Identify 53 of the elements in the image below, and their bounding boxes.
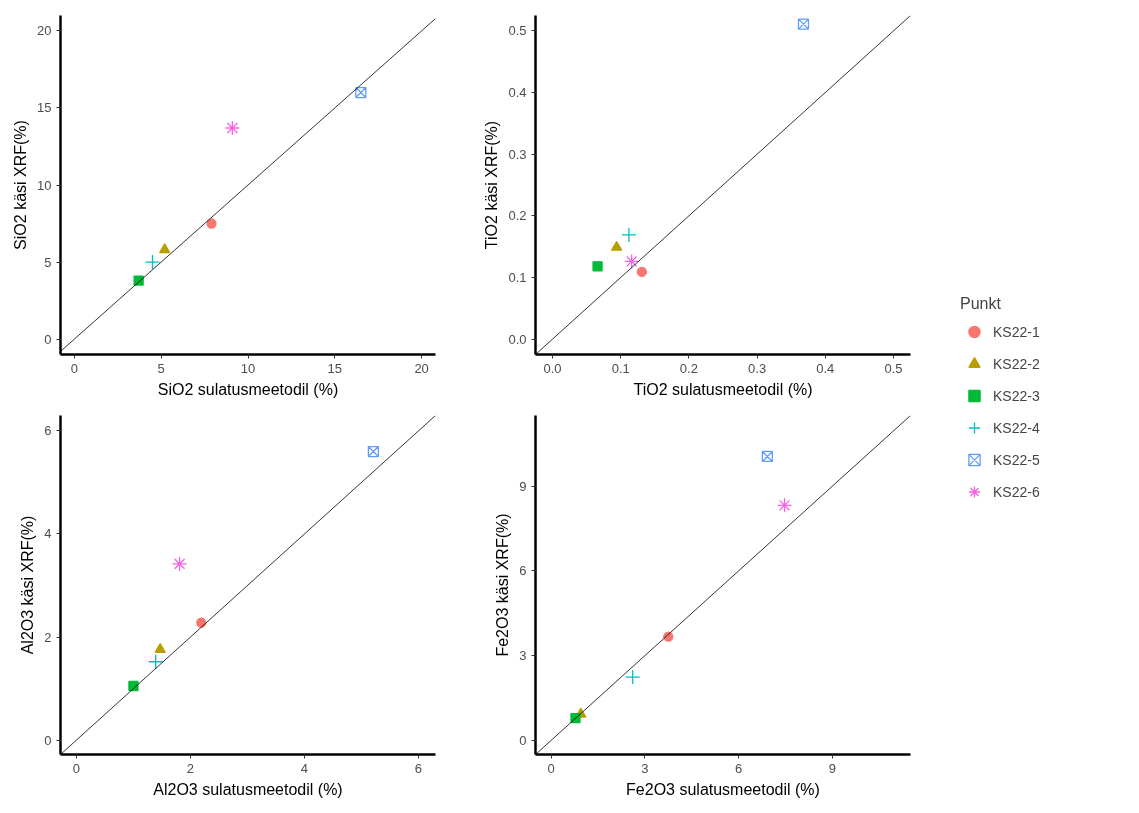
y-tick-label: 15 — [37, 100, 52, 116]
y-tick-label: 5 — [44, 254, 52, 270]
x-axis-title: Fe2O3 sulatusmeetodil (%) — [626, 780, 820, 798]
x-tick-label: 0 — [547, 760, 555, 776]
legend-label: KS22-1 — [993, 322, 1040, 342]
x-tick-label: 0.4 — [816, 360, 835, 376]
legend-label: KS22-2 — [993, 354, 1040, 374]
x-tick-label: 6 — [735, 760, 743, 776]
x-tick-label: 0 — [72, 760, 81, 776]
y-tick-label: 3 — [519, 648, 527, 664]
y-axis-title: SiO2 käsi XRF(%) — [12, 120, 30, 250]
legend-label: KS22-6 — [993, 482, 1040, 502]
y-axis-title: TiO2 käsi XRF(%) — [483, 120, 501, 250]
x-axis-title: TiO2 sulatusmeetodil (%) — [633, 380, 813, 398]
legend-title: Punkt — [960, 294, 1002, 313]
x-tick-label: 0.2 — [679, 360, 698, 376]
y-axis-title: Fe2O3 käsi XRF(%) — [494, 513, 512, 657]
x-tick-label: 0 — [70, 360, 79, 376]
y-tick-label: 6 — [44, 423, 52, 439]
x-tick-label: 0.0 — [543, 360, 562, 376]
x-tick-label: 3 — [641, 760, 649, 776]
y-tick-label: 0.2 — [508, 208, 527, 224]
y-tick-label: 0.1 — [508, 269, 527, 285]
x-tick-label: 10 — [240, 360, 256, 376]
y-tick-label: 2 — [44, 629, 52, 645]
y-tick-label: 0 — [519, 732, 527, 748]
y-axis-title: Al2O3 käsi XRF(%) — [19, 515, 37, 655]
x-tick-label: 4 — [300, 760, 309, 776]
y-tick-label: 4 — [44, 526, 52, 542]
x-tick-label: 0.5 — [884, 360, 903, 376]
legend-label: KS22-3 — [993, 386, 1040, 406]
x-axis-title: Al2O3 sulatusmeetodil (%) — [153, 780, 343, 798]
y-tick-label: 0.3 — [508, 146, 527, 162]
y-tick-label: 0 — [44, 732, 52, 748]
x-axis-title: SiO2 sulatusmeetodil (%) — [157, 380, 339, 398]
y-tick-label: 20 — [37, 23, 52, 39]
y-tick-label: 0.4 — [508, 85, 527, 101]
x-tick-label: 2 — [186, 760, 195, 776]
y-tick-label: 9 — [519, 478, 527, 494]
y-tick-label: 6 — [519, 563, 527, 579]
x-tick-label: 9 — [828, 760, 836, 776]
x-tick-label: 15 — [327, 360, 343, 376]
legend-label: KS22-5 — [993, 450, 1040, 470]
x-tick-label: 0.1 — [611, 360, 630, 376]
y-tick-label: 0.5 — [508, 23, 527, 39]
y-tick-label: 0 — [44, 331, 52, 347]
x-tick-label: 20 — [414, 360, 429, 376]
legend-label: KS22-4 — [993, 418, 1040, 438]
y-tick-label: 0.0 — [508, 331, 527, 347]
y-tick-label: 10 — [37, 177, 52, 193]
x-tick-label: 6 — [414, 760, 423, 776]
x-tick-label: 5 — [157, 360, 165, 376]
x-tick-label: 0.3 — [748, 360, 767, 376]
